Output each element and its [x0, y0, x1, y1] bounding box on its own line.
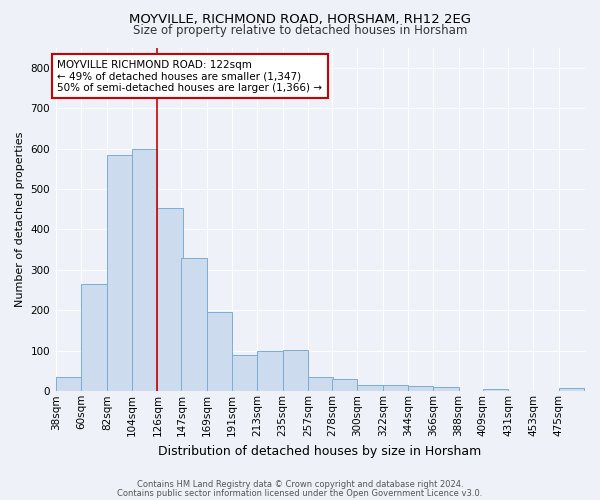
Bar [358, 385, 383, 392]
Bar [181, 258, 207, 392]
X-axis label: Distribution of detached houses by size in Horsham: Distribution of detached houses by size … [158, 444, 482, 458]
Text: Contains public sector information licensed under the Open Government Licence v3: Contains public sector information licen… [118, 488, 482, 498]
Bar [408, 386, 433, 392]
Bar [157, 208, 182, 392]
Text: MOYVILLE, RICHMOND ROAD, HORSHAM, RH12 2EG: MOYVILLE, RICHMOND ROAD, HORSHAM, RH12 2… [129, 12, 471, 26]
Text: Size of property relative to detached houses in Horsham: Size of property relative to detached ho… [133, 24, 467, 37]
Bar [283, 350, 308, 392]
Bar [332, 379, 358, 392]
Bar [132, 148, 157, 392]
Bar [107, 154, 132, 392]
Bar [433, 387, 458, 392]
Text: MOYVILLE RICHMOND ROAD: 122sqm
← 49% of detached houses are smaller (1,347)
50% : MOYVILLE RICHMOND ROAD: 122sqm ← 49% of … [58, 60, 322, 93]
Bar [559, 388, 584, 392]
Bar [207, 312, 232, 392]
Y-axis label: Number of detached properties: Number of detached properties [15, 132, 25, 307]
Bar [308, 376, 333, 392]
Bar [56, 376, 82, 392]
Bar [482, 389, 508, 392]
Bar [82, 284, 107, 392]
Bar [383, 385, 408, 392]
Text: Contains HM Land Registry data © Crown copyright and database right 2024.: Contains HM Land Registry data © Crown c… [137, 480, 463, 489]
Bar [232, 355, 257, 392]
Bar [257, 351, 283, 392]
